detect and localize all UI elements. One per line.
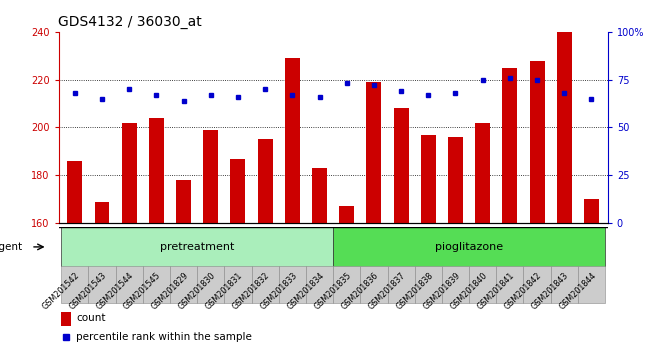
Bar [257, 139, 272, 223]
Bar [143, 266, 170, 303]
Bar [578, 266, 605, 303]
Bar [530, 61, 545, 223]
Text: GSM201842: GSM201842 [502, 271, 543, 312]
Bar [203, 130, 218, 223]
Bar [469, 266, 496, 303]
Bar [176, 180, 191, 223]
Bar [502, 68, 517, 223]
Text: count: count [76, 314, 105, 324]
Bar [94, 201, 109, 223]
Text: GSM201831: GSM201831 [203, 271, 244, 312]
Bar [68, 161, 83, 223]
Bar [475, 123, 490, 223]
Text: pretreatment: pretreatment [160, 242, 235, 252]
Text: GSM201835: GSM201835 [313, 271, 353, 312]
Bar [496, 266, 523, 303]
Bar [149, 118, 164, 223]
Text: percentile rank within the sample: percentile rank within the sample [76, 332, 252, 342]
Bar [312, 168, 327, 223]
Text: GSM201829: GSM201829 [150, 271, 190, 312]
Bar [360, 266, 387, 303]
Bar [224, 266, 252, 303]
Text: GSM201544: GSM201544 [95, 271, 136, 312]
Text: GSM201545: GSM201545 [122, 271, 162, 312]
Bar [279, 266, 306, 303]
Bar [122, 123, 136, 223]
Text: GDS4132 / 36030_at: GDS4132 / 36030_at [58, 16, 202, 29]
Text: GSM201838: GSM201838 [394, 271, 435, 312]
Bar [61, 266, 88, 303]
Bar [285, 58, 300, 223]
Text: GSM201843: GSM201843 [530, 271, 571, 312]
Bar [367, 82, 382, 223]
Text: GSM201840: GSM201840 [448, 271, 489, 312]
Bar [231, 159, 246, 223]
Bar [339, 206, 354, 223]
Text: GSM201837: GSM201837 [367, 271, 408, 312]
Bar [61, 227, 333, 267]
Bar [306, 266, 333, 303]
Bar [394, 108, 409, 223]
Text: GSM201834: GSM201834 [285, 271, 326, 312]
Bar [557, 32, 572, 223]
Text: GSM201832: GSM201832 [231, 271, 272, 312]
Text: GSM201542: GSM201542 [40, 271, 81, 312]
Text: pioglitazone: pioglitazone [435, 242, 503, 252]
Bar [333, 266, 360, 303]
Text: GSM201836: GSM201836 [340, 271, 380, 312]
Text: GSM201844: GSM201844 [557, 271, 598, 312]
Bar [551, 266, 578, 303]
Bar [415, 266, 442, 303]
Bar [116, 266, 143, 303]
Bar [523, 266, 551, 303]
Bar [387, 266, 415, 303]
Text: GSM201839: GSM201839 [421, 271, 462, 312]
Bar [442, 266, 469, 303]
Bar [61, 312, 71, 326]
Bar [170, 266, 197, 303]
Text: GSM201841: GSM201841 [476, 271, 516, 312]
Bar [88, 266, 116, 303]
Text: agent: agent [0, 242, 23, 252]
Bar [197, 266, 224, 303]
Text: GSM201543: GSM201543 [68, 271, 109, 312]
Bar [252, 266, 279, 303]
Bar [584, 199, 599, 223]
Bar [421, 135, 436, 223]
Bar [333, 227, 605, 267]
Text: GSM201830: GSM201830 [177, 271, 217, 312]
Text: GSM201833: GSM201833 [258, 271, 299, 312]
Bar [448, 137, 463, 223]
